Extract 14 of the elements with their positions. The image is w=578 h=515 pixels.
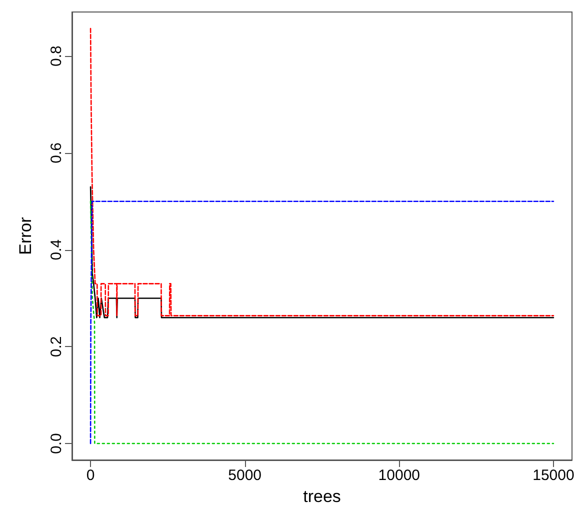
- y-axis-title: Error: [16, 216, 35, 255]
- y-tick-label: 0.6: [48, 142, 65, 164]
- y-tick-label: 0.4: [48, 239, 65, 260]
- x-tick-label: 0: [86, 467, 95, 484]
- x-axis-title: trees: [303, 487, 341, 506]
- y-tick-label: 0.8: [48, 46, 65, 67]
- x-tick-label: 5000: [228, 467, 262, 484]
- y-tick-label: 0.2: [48, 336, 65, 358]
- line-series: [90, 28, 554, 316]
- x-tick-label: 10000: [378, 467, 420, 484]
- x-tick-label: 15000: [532, 467, 574, 484]
- y-tick-label: 0.0: [48, 433, 65, 454]
- line-series: [90, 200, 554, 444]
- line-series: [90, 186, 554, 318]
